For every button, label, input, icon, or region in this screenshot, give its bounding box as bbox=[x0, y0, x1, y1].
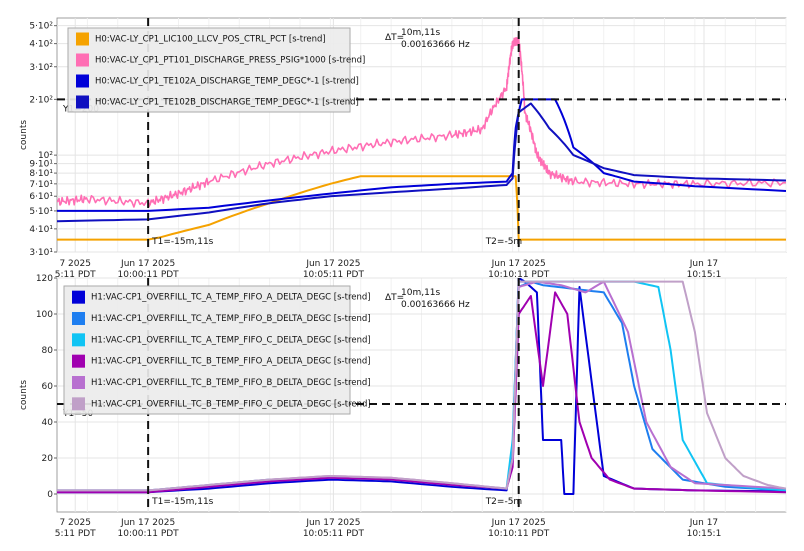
y-tick-label: 8·10¹ bbox=[29, 169, 53, 179]
x-tick-label-time: 10:15:1 bbox=[687, 270, 722, 280]
legend-swatch[interactable] bbox=[76, 95, 89, 109]
x-tick-label-time: 10:10:11 PDT bbox=[488, 529, 550, 539]
x-tick-label-date: Jun 17 bbox=[689, 259, 718, 269]
series-line bbox=[57, 34, 786, 208]
x-tick-label-date: Jun 17 bbox=[689, 518, 718, 528]
x-tick-label-date: Jun 17 2025 bbox=[491, 518, 546, 528]
y-tick-label: 0 bbox=[47, 490, 53, 500]
y-tick-label: 100 bbox=[36, 310, 53, 320]
y-tick-label: 40 bbox=[42, 418, 54, 428]
x-tick-label-time: 10:05:11 PDT bbox=[303, 529, 365, 539]
x-tick-label-date: Jun 17 2025 bbox=[305, 259, 360, 269]
y-tick-label: 120 bbox=[36, 274, 53, 284]
x-tick-label-time: 10:00:11 PDT bbox=[118, 270, 180, 280]
x-tick-label-date: Jun 17 2025 bbox=[120, 259, 175, 269]
delta-t-prefix: ΔT= bbox=[385, 33, 404, 43]
y-tick-label: 20 bbox=[42, 454, 54, 464]
y-tick-label: 2·10² bbox=[29, 95, 53, 105]
legend-swatch[interactable] bbox=[72, 354, 85, 368]
y-tick-label: 3·10¹ bbox=[29, 248, 53, 258]
legend-entry-label: H1:VAC-CP1_OVERFILL_TC_B_TEMP_FIFO_C_DEL… bbox=[91, 399, 371, 409]
legend-entry-label: H1:VAC-CP1_OVERFILL_TC_A_TEMP_FIFO_C_DEL… bbox=[91, 335, 371, 345]
x-tick-label-time: 10:00:11 PDT bbox=[118, 529, 180, 539]
y-tick-label: 4·10² bbox=[29, 40, 53, 50]
y-axis-label: counts bbox=[19, 120, 29, 150]
x-tick-label-time: 5:11 PDT bbox=[55, 529, 96, 539]
x-tick-label-time: 5:11 PDT bbox=[55, 270, 96, 280]
x-tick-label-time: 10:10:11 PDT bbox=[488, 270, 550, 280]
series-line bbox=[57, 98, 786, 212]
legend-box bbox=[67, 27, 351, 113]
series-group bbox=[57, 278, 786, 495]
legend-entry-label: H0:VAC-LY_CP1_LIC100_LLCV_POS_CTRL_PCT [… bbox=[95, 35, 326, 45]
legend-swatch[interactable] bbox=[76, 53, 89, 67]
y-tick-label: 10² bbox=[38, 151, 53, 161]
series-line bbox=[57, 278, 786, 495]
y-tick-label: 7·10¹ bbox=[29, 180, 53, 190]
legend-box bbox=[63, 285, 351, 415]
series-group bbox=[57, 34, 786, 241]
legend-entry-label: H0:VAC-LY_CP1_TE102B_DISCHARGE_TEMP_DEGC… bbox=[95, 98, 359, 108]
series-line bbox=[57, 175, 786, 241]
legend-swatch[interactable] bbox=[72, 290, 85, 304]
legend-entry-label: H1:VAC-CP1_OVERFILL_TC_B_TEMP_FIFO_A_DEL… bbox=[91, 357, 371, 367]
y-tick-label: 6·10¹ bbox=[29, 192, 53, 202]
legend-entry-label: H0:VAC-LY_CP1_TE102A_DISCHARGE_TEMP_DEGC… bbox=[95, 77, 359, 87]
x-cursor-label: T2=-5m bbox=[485, 497, 523, 507]
legend-entry-label: H1:VAC-CP1_OVERFILL_TC_B_TEMP_FIFO_B_DEL… bbox=[91, 378, 371, 388]
x-tick-label-date: Jun 17 2025 bbox=[491, 259, 546, 269]
x-tick-label-time: 10:05:11 PDT bbox=[303, 270, 365, 280]
legend-swatch[interactable] bbox=[72, 397, 85, 411]
legend-swatch[interactable] bbox=[72, 333, 85, 347]
legend-entry-label: H0:VAC-LY_CP1_PT101_DISCHARGE_PRESS_PSIG… bbox=[95, 56, 365, 66]
delta-t-value: 10m,11s bbox=[401, 288, 441, 298]
y-axis-label: counts bbox=[19, 380, 29, 410]
x-tick-label-time: 10:15:1 bbox=[687, 529, 722, 539]
delta-t-frequency: 0.00163666 Hz bbox=[401, 40, 470, 50]
delta-t-frequency: 0.00163666 Hz bbox=[401, 300, 470, 310]
x-tick-label-date: 7 2025 bbox=[59, 259, 91, 269]
legend-swatch[interactable] bbox=[76, 74, 89, 88]
delta-t-value: 10m,11s bbox=[401, 28, 441, 38]
y-tick-label: 3·10² bbox=[29, 63, 53, 73]
delta-t-prefix: ΔT= bbox=[385, 293, 404, 303]
legend-swatch[interactable] bbox=[76, 32, 89, 46]
x-tick-label-date: 7 2025 bbox=[59, 518, 91, 528]
x-tick-label-date: Jun 17 2025 bbox=[120, 518, 175, 528]
x-tick-label-date: Jun 17 2025 bbox=[305, 518, 360, 528]
x-cursor-label: T2=-5m bbox=[485, 237, 523, 247]
y-tick-label: 9·10¹ bbox=[29, 160, 53, 170]
y-tick-label: 80 bbox=[42, 346, 54, 356]
x-cursor-label: T1=-15m,11s bbox=[151, 237, 214, 247]
legend-swatch[interactable] bbox=[72, 312, 85, 325]
y-tick-label: 5·10² bbox=[29, 22, 53, 32]
legend-swatch[interactable] bbox=[72, 376, 85, 389]
y-tick-label: 60 bbox=[42, 382, 54, 392]
x-cursor-label: T1=-15m,11s bbox=[151, 497, 214, 507]
y-tick-label: 4·10¹ bbox=[29, 225, 53, 235]
y-tick-label: 5·10¹ bbox=[29, 207, 53, 217]
legend-entry-label: H1:VAC-CP1_OVERFILL_TC_A_TEMP_FIFO_B_DEL… bbox=[91, 314, 371, 324]
series-line bbox=[57, 291, 786, 494]
legend-entry-label: H1:VAC-CP1_OVERFILL_TC_A_TEMP_FIFO_A_DEL… bbox=[91, 293, 371, 303]
series-line bbox=[57, 102, 786, 223]
